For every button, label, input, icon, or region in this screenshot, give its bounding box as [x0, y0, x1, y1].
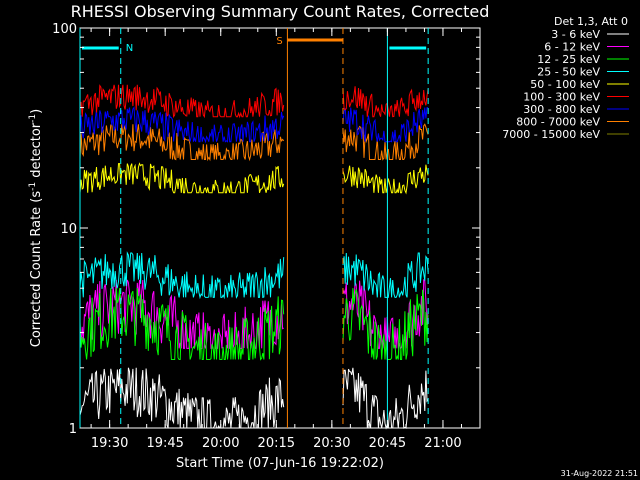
- series-line-12-25-kev: [79, 288, 285, 361]
- series-line-50-100-kev: [342, 164, 429, 195]
- series-line-300-800-kev: [342, 107, 429, 143]
- x-tick-label: 20:30: [313, 436, 350, 451]
- y-label-part-1: Corrected Count Rate (s: [29, 191, 44, 348]
- legend-label: 25 - 50 keV: [537, 66, 600, 79]
- y-tick-label: 1: [69, 422, 77, 437]
- series-line-12-25-kev: [342, 288, 429, 360]
- legend-label: 50 - 100 keV: [530, 78, 600, 91]
- x-tick-label: 20:45: [369, 436, 406, 451]
- footer-date: 31-Aug-2022 21:51: [561, 469, 638, 478]
- series-line-100-300-kev: [342, 86, 429, 118]
- series-line-100-300-kev: [79, 84, 285, 119]
- y-axis-label: Corrected Count Rate (s-1 detector-1): [28, 109, 44, 347]
- axis-layer: N S 19:30 19:45 20:00 20:15 20:30 20:45 21:00 1 10…: [52, 22, 481, 451]
- x-tick-label: 19:30: [91, 436, 128, 451]
- legend-label: 6 - 12 keV: [544, 41, 600, 54]
- series-line-300-800-kev: [79, 106, 285, 144]
- legend-label: 7000 - 15000 keV: [502, 128, 600, 141]
- x-tick-label: 21:00: [424, 436, 461, 451]
- y-label-part-3: ): [29, 109, 44, 114]
- chart-title: RHESSI Observing Summary Count Rates, Co…: [71, 2, 490, 21]
- y-tick-label: 100: [52, 22, 77, 37]
- x-tick-label: 20:00: [202, 436, 239, 451]
- series-line-25-50-kev: [79, 251, 285, 300]
- series-line-25-50-kev: [342, 252, 429, 298]
- y-tick-label: 10: [60, 222, 77, 237]
- legend-label: 12 - 25 keV: [537, 53, 600, 66]
- series-line-6-12-kev: [79, 279, 284, 349]
- legend-label: 300 - 800 keV: [523, 103, 600, 116]
- series-line-800-7000-kev: [79, 124, 285, 162]
- y-label-part-2: detector: [29, 122, 44, 182]
- y-label-sup-1: -1: [28, 182, 38, 191]
- legend-label: 800 - 7000 keV: [516, 116, 600, 129]
- x-axis-label: Start Time (07-Jun-16 19:22:02): [176, 456, 384, 471]
- legend-title: Det 1,3, Att 0: [554, 15, 628, 28]
- y-label-sup-2: -1: [28, 114, 38, 123]
- legend-label: 100 - 300 keV: [523, 91, 600, 104]
- series-line-50-100-kev: [79, 162, 285, 194]
- plot-data-layer: [79, 84, 429, 430]
- series-line-3-6-kev: [79, 367, 285, 429]
- saa-label: S: [276, 36, 282, 47]
- legend-label: 3 - 6 keV: [551, 28, 600, 41]
- series-line-3-6-kev: [342, 367, 429, 430]
- x-tick-label: 20:15: [258, 436, 295, 451]
- x-tick-label: 19:45: [146, 436, 183, 451]
- night-label: N: [126, 43, 133, 54]
